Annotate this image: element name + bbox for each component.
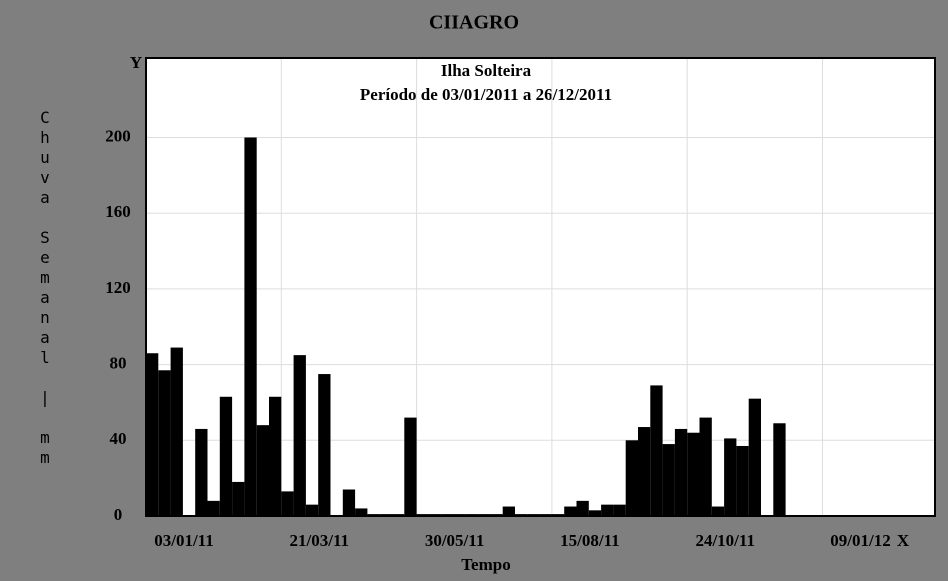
bar	[195, 428, 208, 516]
bar	[170, 347, 183, 516]
bar	[318, 374, 331, 516]
x-axis-name: X	[897, 531, 910, 550]
bar	[613, 504, 626, 516]
y-tick-label: 160	[105, 202, 131, 221]
x-axis-label: Tempo	[461, 555, 510, 574]
bar	[269, 396, 282, 516]
x-tick-label: 15/08/11	[560, 531, 620, 550]
bar	[293, 355, 306, 516]
bar	[404, 417, 417, 516]
subtitle: Ilha Solteira	[441, 61, 532, 80]
bar	[736, 445, 749, 516]
y-tick-label: 40	[110, 429, 127, 448]
bar	[662, 444, 675, 516]
bar	[232, 481, 245, 516]
y-tick-label: 200	[105, 126, 131, 145]
bar	[502, 506, 515, 516]
bar	[207, 500, 220, 516]
bar	[650, 385, 663, 516]
x-tick-label: 09/01/12	[830, 531, 890, 550]
bar	[158, 370, 171, 516]
bar	[281, 491, 294, 516]
y-tick-label: 0	[114, 505, 123, 524]
bar	[601, 504, 614, 516]
subtitle: Período de 03/01/2011 a 26/12/2011	[360, 85, 612, 104]
bar	[342, 489, 356, 516]
chart-title: CIIAGRO	[429, 12, 519, 34]
y-axis-name: Y	[130, 53, 142, 72]
bar	[564, 506, 577, 516]
bar	[355, 508, 368, 516]
bar	[244, 137, 257, 516]
plot-frame	[145, 57, 936, 517]
bar	[219, 396, 233, 516]
y-tick-label: 120	[105, 278, 131, 297]
bar	[638, 427, 651, 516]
x-tick-label: 21/03/11	[290, 531, 350, 550]
x-tick-label: 30/05/11	[425, 531, 485, 550]
x-tick-label: 24/10/11	[695, 531, 755, 550]
bar	[711, 506, 725, 516]
bar	[146, 353, 159, 516]
x-tick-label: 03/01/11	[154, 531, 214, 550]
bar	[576, 500, 589, 516]
bar	[256, 425, 269, 516]
bar	[674, 428, 688, 516]
y-axis-label: Chuva Semanal | mm	[36, 108, 55, 468]
y-tick-label: 80	[110, 354, 127, 373]
bar	[588, 510, 602, 516]
bar	[748, 398, 761, 516]
bar	[724, 438, 737, 516]
bar	[625, 440, 638, 516]
bar	[699, 417, 712, 516]
bar	[687, 432, 700, 516]
bar	[773, 423, 786, 516]
bar	[305, 504, 319, 516]
